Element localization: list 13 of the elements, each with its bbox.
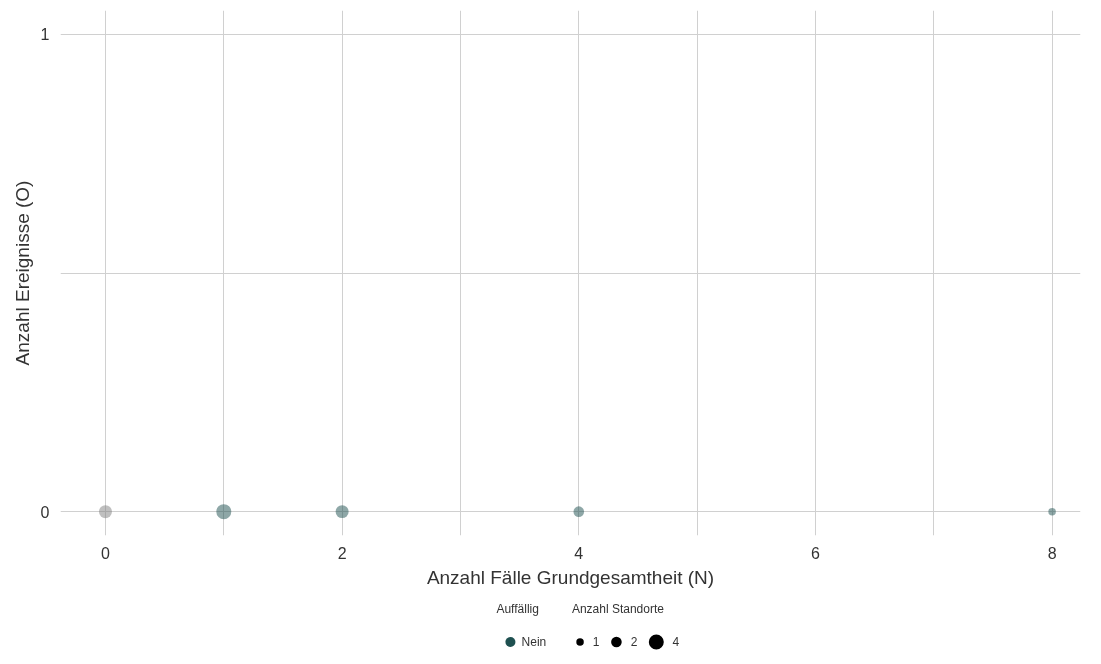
x-axis-title: Anzahl Fälle Grundgesamtheit (N)	[426, 566, 715, 588]
x-tick-label: 0	[101, 544, 111, 562]
text: Anzahl Standorte	[571, 601, 665, 616]
legend-label: 2	[630, 635, 638, 650]
x-tick-label: 8	[1047, 544, 1057, 562]
y-axis-title: Anzahl Ereignisse (O)	[11, 180, 33, 366]
legend-title: Auffällig	[496, 601, 539, 616]
legend-label: 4	[672, 635, 680, 650]
legend-label: 1	[592, 635, 600, 650]
x-tick-label: 4	[574, 544, 584, 562]
legend-label: Nein	[521, 634, 547, 649]
x-tick-label: 6	[810, 544, 820, 562]
x-tick-label: 2	[337, 544, 347, 562]
